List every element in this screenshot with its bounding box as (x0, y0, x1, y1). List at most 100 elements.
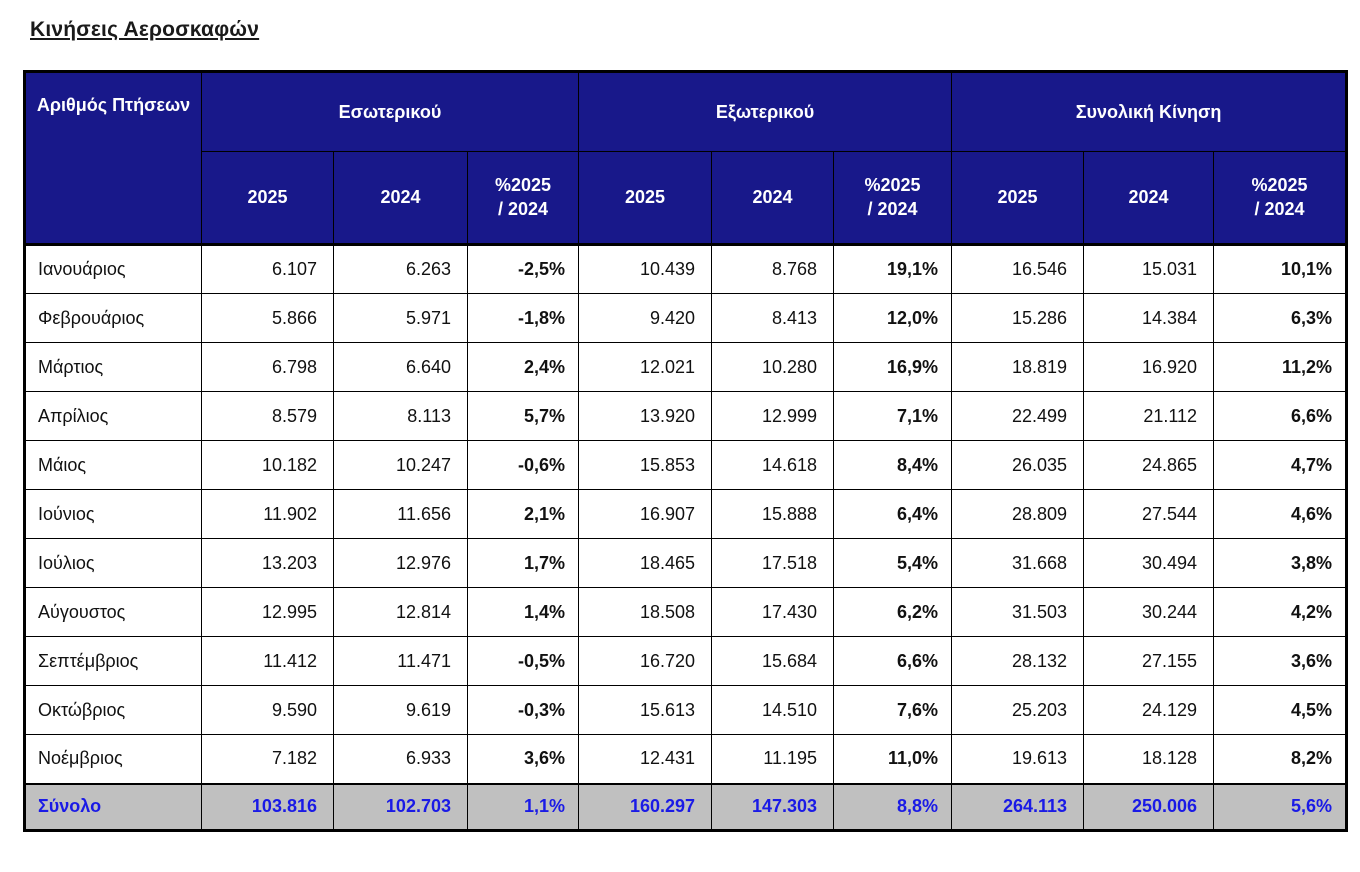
international-2025-cell: 12.431 (578, 734, 713, 784)
international-pct-cell: 5,4% (833, 538, 953, 588)
domestic-2024-cell: 12.976 (333, 538, 468, 588)
domestic-2025-cell: 13.203 (201, 538, 334, 588)
total-pct-cell: 6,6% (1213, 391, 1348, 441)
domestic-2025-cell: 6.798 (201, 342, 334, 392)
international-2024-cell: 17.518 (711, 538, 835, 588)
table-row: Σεπτέμβριος 11.412 11.471 -0,5% 16.720 1… (24, 636, 1348, 686)
total-2024-cell: 15.031 (1083, 244, 1215, 294)
total-2025-cell: 31.503 (951, 587, 1085, 637)
total-pct-cell: 11,2% (1213, 342, 1348, 392)
international-pct-cell: 6,2% (833, 587, 953, 637)
table-body: Ιανουάριος 6.107 6.263 -2,5% 10.439 8.76… (24, 244, 1348, 831)
domestic-pct-cell: -2,5% (466, 244, 580, 294)
total-2025-cell: 19.613 (951, 734, 1085, 784)
total-2024-cell: 250.006 (1083, 782, 1215, 831)
international-2025-cell: 13.920 (578, 391, 713, 441)
total-2025-cell: 264.113 (951, 782, 1085, 831)
international-2025-cell: 16.907 (578, 489, 713, 539)
total-pct-cell: 8,2% (1213, 734, 1348, 784)
international-2024-cell: 14.618 (711, 440, 835, 490)
table-row: Ιούλιος 13.203 12.976 1,7% 18.465 17.518… (24, 538, 1348, 588)
total-pct-cell: 4,6% (1213, 489, 1348, 539)
table-header: Αριθμός Πτήσεων Εσωτερικού Εξωτερικού Συ… (24, 71, 1348, 246)
international-2024-cell: 14.510 (711, 685, 835, 735)
total-2024-cell: 14.384 (1083, 293, 1215, 343)
total-2025-cell: 22.499 (951, 391, 1085, 441)
international-pct-cell: 16,9% (833, 342, 953, 392)
domestic-pct-cell: 5,7% (466, 391, 580, 441)
total-2025-cell: 31.668 (951, 538, 1085, 588)
international-2025-cell: 15.613 (578, 685, 713, 735)
domestic-pct-cell: -0,3% (466, 685, 580, 735)
total-2024-cell: 24.129 (1083, 685, 1215, 735)
international-pct-cell: 7,6% (833, 685, 953, 735)
total-2025-cell: 28.809 (951, 489, 1085, 539)
international-pct-cell: 6,4% (833, 489, 953, 539)
international-pct-cell: 7,1% (833, 391, 953, 441)
international-2025-cell: 10.439 (578, 244, 713, 294)
month-cell: Φεβρουάριος (24, 293, 202, 343)
international-pct-cell: 6,6% (833, 636, 953, 686)
domestic-pct-cell: 1,7% (466, 538, 580, 588)
table-row: Ιανουάριος 6.107 6.263 -2,5% 10.439 8.76… (24, 244, 1348, 294)
international-2024-cell: 15.684 (711, 636, 835, 686)
total-2024-cell: 24.865 (1083, 440, 1215, 490)
month-cell: Απρίλιος (24, 391, 202, 441)
month-cell: Ιανουάριος (24, 244, 202, 294)
international-2024-cell: 11.195 (711, 734, 835, 784)
total-2025-cell: 28.132 (951, 636, 1085, 686)
month-cell: Σεπτέμβριος (24, 636, 202, 686)
total-2025-cell: 25.203 (951, 685, 1085, 735)
total-2024-cell: 30.494 (1083, 538, 1215, 588)
total-pct-cell: 4,2% (1213, 587, 1348, 637)
total-pct-cell: 4,7% (1213, 440, 1348, 490)
subheader-total-2025: 2025 (951, 151, 1085, 246)
group-header-total: Συνολική Κίνηση (951, 71, 1348, 152)
domestic-pct-cell: -0,6% (466, 440, 580, 490)
domestic-pct-cell: 3,6% (466, 734, 580, 784)
corner-header: Αριθμός Πτήσεων (24, 71, 202, 246)
domestic-2025-cell: 7.182 (201, 734, 334, 784)
domestic-pct-cell: 2,4% (466, 342, 580, 392)
international-pct-cell: 8,8% (833, 782, 953, 831)
domestic-pct-cell: -0,5% (466, 636, 580, 686)
international-2025-cell: 18.465 (578, 538, 713, 588)
subheader-total-pct: %2025 / 2024 (1213, 151, 1348, 246)
subheader-international-2025: 2025 (578, 151, 713, 246)
domestic-2025-cell: 9.590 (201, 685, 334, 735)
month-cell: Μάιος (24, 440, 202, 490)
month-cell: Μάρτιος (24, 342, 202, 392)
international-2024-cell: 17.430 (711, 587, 835, 637)
international-2024-cell: 12.999 (711, 391, 835, 441)
international-2025-cell: 160.297 (578, 782, 713, 831)
subheader-international-2024: 2024 (711, 151, 835, 246)
table-row: Μάρτιος 6.798 6.640 2,4% 12.021 10.280 1… (24, 342, 1348, 392)
subheader-international-pct: %2025 / 2024 (833, 151, 953, 246)
total-2025-cell: 16.546 (951, 244, 1085, 294)
total-2025-cell: 18.819 (951, 342, 1085, 392)
domestic-2024-cell: 9.619 (333, 685, 468, 735)
month-cell: Ιούλιος (24, 538, 202, 588)
domestic-2025-cell: 6.107 (201, 244, 334, 294)
international-2024-cell: 8.413 (711, 293, 835, 343)
domestic-2024-cell: 10.247 (333, 440, 468, 490)
domestic-2025-cell: 10.182 (201, 440, 334, 490)
total-2024-cell: 30.244 (1083, 587, 1215, 637)
total-pct-cell: 4,5% (1213, 685, 1348, 735)
international-2025-cell: 12.021 (578, 342, 713, 392)
total-2025-cell: 15.286 (951, 293, 1085, 343)
total-2024-cell: 18.128 (1083, 734, 1215, 784)
month-cell: Νοέμβριος (24, 734, 202, 784)
domestic-2024-cell: 6.263 (333, 244, 468, 294)
table-row: Αύγουστος 12.995 12.814 1,4% 18.508 17.4… (24, 587, 1348, 637)
domestic-2024-cell: 6.640 (333, 342, 468, 392)
total-pct-cell: 3,8% (1213, 538, 1348, 588)
domestic-2024-cell: 11.471 (333, 636, 468, 686)
table-row: Ιούνιος 11.902 11.656 2,1% 16.907 15.888… (24, 489, 1348, 539)
international-pct-cell: 19,1% (833, 244, 953, 294)
table-row: Απρίλιος 8.579 8.113 5,7% 13.920 12.999 … (24, 391, 1348, 441)
domestic-2025-cell: 11.902 (201, 489, 334, 539)
total-row: Σύνολο 103.816 102.703 1,1% 160.297 147.… (24, 782, 1348, 831)
subheader-domestic-pct: %2025 / 2024 (466, 151, 580, 246)
total-2024-cell: 16.920 (1083, 342, 1215, 392)
